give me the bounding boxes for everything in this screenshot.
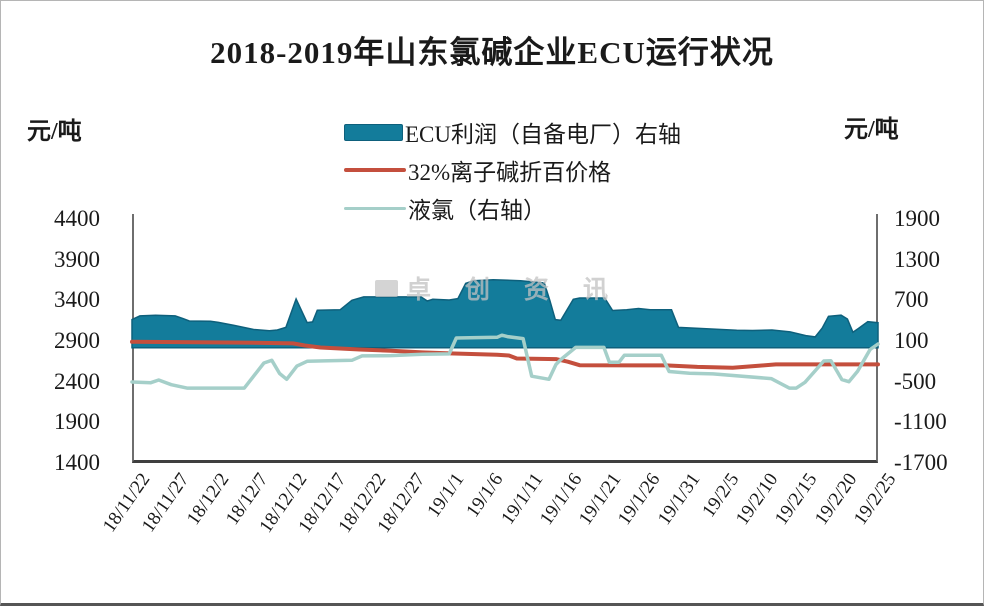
left-tick-label: 1900	[54, 409, 100, 435]
area-swatch-icon	[344, 123, 403, 141]
series-line-caustic-price	[130, 339, 880, 370]
left-tick-label: 2400	[54, 368, 100, 394]
left-axis-unit: 元/吨	[27, 119, 82, 145]
plot-area	[130, 278, 880, 390]
left-tick-label: 3900	[54, 246, 100, 272]
left-tick-label: 1400	[54, 450, 100, 476]
series-line-liquid-chlorine	[130, 333, 880, 390]
left-tick-label: 2900	[54, 328, 100, 354]
legend-label: 液氯（右轴）	[408, 198, 546, 223]
left-tick-label: 4400	[54, 206, 100, 232]
right-axis-unit: 元/吨	[844, 117, 899, 143]
right-tick-label: 700	[894, 287, 929, 313]
right-tick-label: -500	[894, 368, 937, 394]
left-tick-label: 3400	[54, 287, 100, 313]
legend-item-ecu-profit: ECU利润（自备电厂）右轴	[344, 115, 681, 149]
right-tick-label: -1700	[894, 450, 948, 476]
legend-item-caustic-price: 32%离子碱折百价格	[344, 153, 611, 187]
right-tick-label: 1900	[894, 206, 940, 232]
red-line-swatch-icon	[344, 168, 406, 172]
chart-title: 2018-2019年山东氯碱企业ECU运行状况	[210, 35, 774, 70]
legend-item-liquid-chlorine: 液氯（右轴）	[344, 191, 546, 225]
right-tick-label: 100	[894, 328, 929, 354]
right-tick-label: 1300	[894, 246, 940, 272]
teal-line-swatch-icon	[344, 206, 406, 210]
legend-label: 32%离子碱折百价格	[408, 160, 612, 185]
right-tick-label: -1100	[894, 409, 947, 435]
legend-label: ECU利润（自备电厂）右轴	[405, 122, 681, 147]
series-area-ecu-profit	[131, 278, 879, 349]
